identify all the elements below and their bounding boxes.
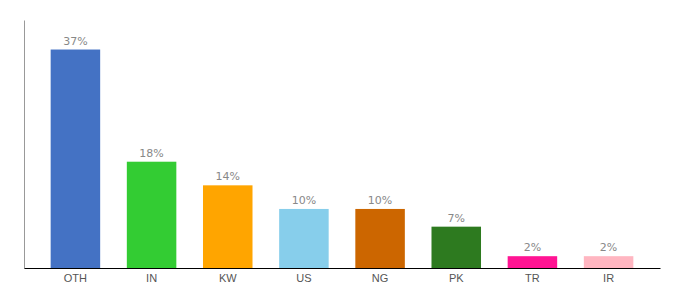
x-tick: KW bbox=[219, 272, 237, 284]
data-label: 10% bbox=[292, 194, 316, 207]
bar bbox=[203, 185, 253, 268]
x-tick-label: NG bbox=[372, 272, 389, 284]
x-tick: NG bbox=[372, 272, 389, 284]
bar bbox=[127, 162, 177, 268]
data-label: 37% bbox=[63, 35, 87, 48]
bar bbox=[584, 256, 634, 268]
x-tick: IN bbox=[146, 272, 157, 284]
x-tick-label: IR bbox=[603, 272, 614, 284]
data-label: 2% bbox=[524, 241, 541, 254]
bar bbox=[51, 50, 101, 268]
x-tick-label: US bbox=[296, 272, 311, 284]
data-label: 7% bbox=[448, 212, 465, 225]
data-label: 18% bbox=[139, 147, 163, 160]
x-tick-label: IN bbox=[146, 272, 157, 284]
y-axis-line bbox=[24, 21, 25, 269]
bar bbox=[355, 209, 405, 268]
plot: OTH IN KW US NG PK TR IR 37% 18% 14% 10% 10% 7% 2% 2% bbox=[25, 21, 661, 284]
bars bbox=[51, 50, 634, 268]
x-tick-label: OTH bbox=[64, 272, 87, 284]
x-tick-label: KW bbox=[219, 272, 237, 284]
bar bbox=[279, 209, 329, 268]
data-label: 2% bbox=[600, 241, 617, 254]
data-label: 14% bbox=[216, 170, 240, 183]
y-axis bbox=[24, 21, 25, 269]
x-axis: OTH IN KW US NG PK TR IR bbox=[25, 269, 661, 284]
x-tick: PK bbox=[449, 272, 464, 284]
bar bbox=[431, 227, 481, 268]
data-labels: 37% 18% 14% 10% 10% 7% 2% 2% bbox=[63, 35, 617, 255]
x-tick: TR bbox=[525, 272, 540, 284]
data-label: 10% bbox=[368, 194, 392, 207]
x-axis-line bbox=[25, 268, 661, 269]
x-tick-label: PK bbox=[449, 272, 464, 284]
x-tick: US bbox=[296, 272, 311, 284]
x-tick: IR bbox=[603, 272, 614, 284]
x-tick-label: TR bbox=[525, 272, 540, 284]
bar bbox=[508, 256, 558, 268]
x-tick: OTH bbox=[64, 272, 87, 284]
chart: OTH IN KW US NG PK TR IR 37% 18% 14% 10% 10% 7% 2% 2% bbox=[0, 0, 680, 300]
